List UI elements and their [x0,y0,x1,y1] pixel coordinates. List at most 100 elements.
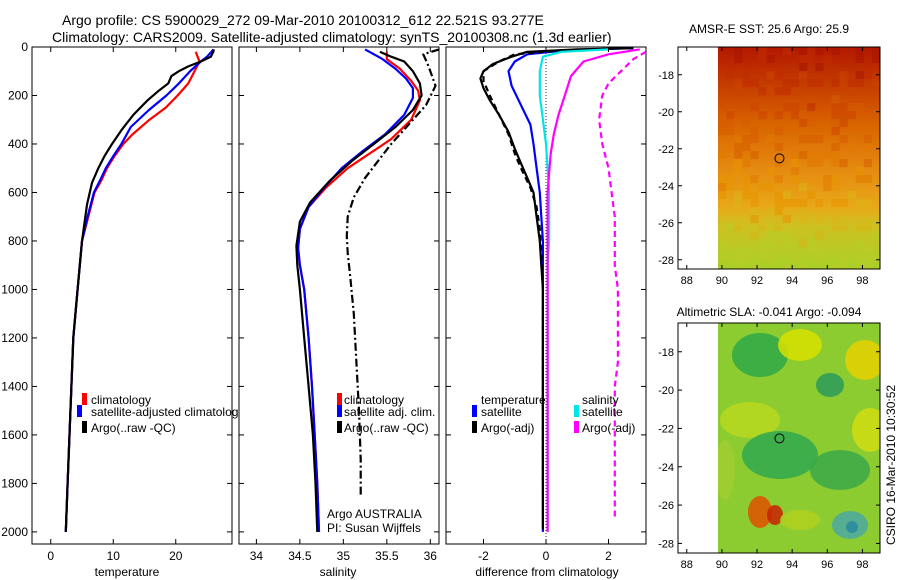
sst-heatmap-cell [831,111,840,120]
sst-heatmap-cell [726,223,735,232]
sst-heatmap [718,47,880,269]
sst-heatmap-cell [774,71,783,80]
sst-heatmap-cell [799,47,808,56]
temperature-axes-frame [31,46,233,545]
sst-heatmap-cell [799,215,808,224]
sst-heatmap-cell [839,103,848,112]
sst-heatmap-cells [718,47,880,269]
sst-heatmap-cell [855,199,864,208]
series-line-2 [64,49,215,532]
sst-heatmap-cell [718,183,727,192]
sst-heatmap-cell [863,223,872,232]
sst-heatmap-cell [855,167,864,176]
sst-heatmap-cell [871,55,880,64]
sst-heatmap-cell [774,223,783,232]
series-line-3 [345,48,440,496]
sst-heatmap-cell [734,55,743,64]
legend-swatch-blue [337,405,342,417]
sst-heatmap-cell [847,111,856,120]
sst-heatmap-cell [831,103,840,112]
sst-heatmap-cell [799,263,808,269]
sst-heatmap-cell [726,111,735,120]
sst-heatmap-cell [847,191,856,200]
sst-heatmap-cell [782,87,791,96]
salinity-xlabel: salinity [320,565,357,579]
sst-heatmap-cell [758,255,767,264]
csiro-timestamp-label: CSIRO 16-Mar-2010 10:30:52 [884,385,898,545]
y-tick-label: 200 [8,88,28,102]
sla-heatmap-blob [846,521,858,533]
sst-heatmap-cell [782,199,791,208]
sst-heatmap-cell [815,135,824,144]
sst-heatmap-cell [815,151,824,160]
sst-heatmap-cell [815,255,824,264]
series-line-3 [538,48,609,532]
sla-argo-location-marker [774,433,785,444]
map-y-tick-label: -26 [658,218,674,230]
sst-heatmap-cell [726,175,735,184]
sst-heatmap-cell [871,255,880,264]
sst-heatmap-cell [807,119,816,128]
y-tick-label: 1600 [1,428,28,442]
sst-heatmap-cell [766,71,775,80]
sst-heatmap-cell [799,71,808,80]
difference-legend-temperature-title: temperature [481,393,546,407]
series-line-2 [295,50,423,532]
map-y-tick-label: -20 [658,107,674,119]
sst-heatmap-cell [726,255,735,264]
sst-heatmap-cell [790,79,800,88]
sst-heatmap-cell [799,183,808,192]
sst-heatmap-cell [807,103,816,112]
sst-heatmap-cell [750,191,759,200]
map-x-tick-label: 88 [681,559,693,571]
sst-map-axes: 88 90 92 94 96 98 -18 -20 -22 -24 -26 -28 [658,47,880,287]
sst-heatmap-cell [839,223,848,232]
sst-heatmap-cell [758,87,767,96]
sst-heatmap-cell [782,103,791,112]
sst-heatmap-cell [823,151,832,160]
sst-heatmap-cell [815,79,824,88]
sst-heatmap-cell [766,87,775,96]
sst-heatmap-cell [839,111,848,120]
sst-heatmap-cell [815,247,824,256]
map-y-tick-label: -18 [658,347,674,359]
series-line-2 [479,47,634,530]
sst-heatmap-cell [774,111,783,120]
sst-heatmap-cell [734,79,743,88]
sst-heatmap-cell [734,135,743,144]
argo-program-annotation: Argo AUSTRALIA [327,507,422,521]
sst-heatmap-cell [790,199,800,208]
map-y-tick-label: -20 [658,385,674,397]
sst-heatmap-cell [807,135,816,144]
sst-heatmap-cell [863,255,872,264]
map-x-tick-label: 92 [751,559,763,571]
sst-heatmap-cell [742,71,751,80]
sla-map-panel: Altimetric SLA: -0.041 Argo: -0.094 88 90… [658,305,881,571]
sst-heatmap-cell [799,119,808,128]
sst-heatmap-cell [742,119,751,128]
sst-heatmap-cell [799,55,808,64]
sst-heatmap-cell [774,87,783,96]
sst-heatmap-cell [766,231,775,240]
y-tick-label: 2000 [1,525,28,539]
temperature-legend: climatology satellite-adjusted climatolo… [77,393,238,435]
sst-heatmap-cell [855,103,864,112]
sla-heatmap-blob [732,333,788,377]
sst-heatmap-cell [831,79,840,88]
sst-heatmap-cell [790,167,800,176]
sst-heatmap-cell [742,159,751,168]
sst-heatmap-cell [790,151,800,160]
sst-heatmap-cell [863,175,872,184]
sst-heatmap-cell [782,191,791,200]
sst-heatmap-cell [726,71,735,80]
map-x-tick-label: 98 [856,275,868,287]
sst-heatmap-cell [839,255,848,264]
sst-heatmap-cell [750,199,759,208]
sst-heatmap-cell [766,55,775,64]
sst-heatmap-cell [839,119,848,128]
x-tick-label: 34.5 [288,549,312,563]
sst-heatmap-cell [847,79,856,88]
sst-heatmap-cell [750,103,759,112]
sst-map-title: AMSR-E SST: 25.6 Argo: 25.9 [689,22,849,36]
sst-heatmap-cell [815,47,824,56]
